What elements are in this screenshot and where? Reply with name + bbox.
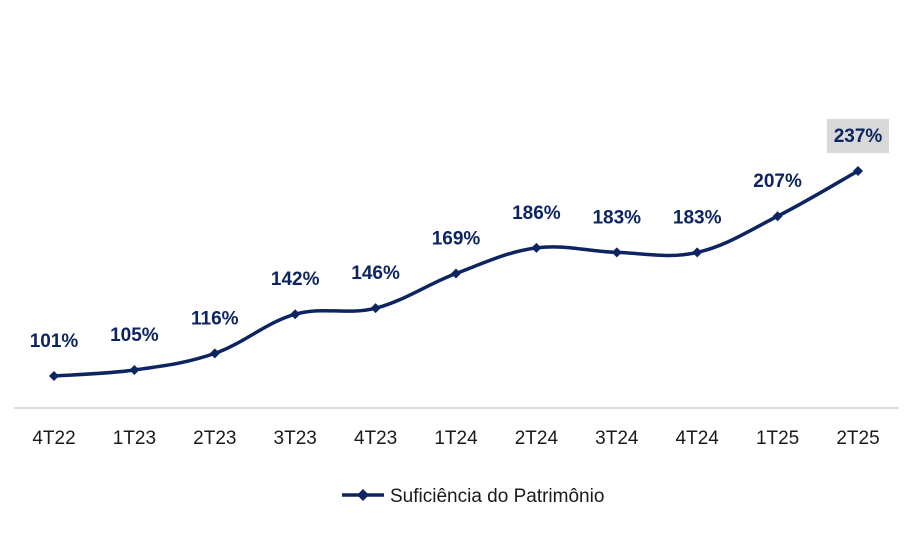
x-tick-label-4T24: 4T24 [676, 428, 720, 449]
data-point-3T24 [611, 247, 622, 258]
x-tick-label-3T24: 3T24 [595, 428, 639, 449]
data-label-3T23: 142% [271, 269, 320, 290]
x-tick-label-2T25: 2T25 [836, 428, 879, 449]
legend-series-name: Suficiência do Patrimônio [390, 486, 604, 507]
data-point-4T23 [370, 303, 381, 314]
data-label-1T25: 207% [753, 171, 802, 192]
x-tick-label-4T22: 4T22 [32, 428, 75, 449]
data-label-3T24: 183% [592, 207, 641, 228]
data-point-3T23 [290, 309, 301, 320]
data-label-2T25: 237% [834, 126, 883, 147]
data-point-4T24 [692, 247, 703, 258]
x-tick-label-2T24: 2T24 [515, 428, 559, 449]
data-label-2T23: 116% [191, 308, 239, 329]
data-label-1T24: 169% [432, 229, 481, 250]
x-tick-label-1T24: 1T24 [434, 428, 478, 449]
x-axis-ticks: 4T22 1T23 2T23 3T23 4T23 1T24 2T24 3T24 4T24 1T25… [32, 428, 879, 449]
data-point-1T23 [129, 364, 140, 375]
legend: Suficiência do Patrimônio [342, 486, 604, 507]
x-tick-label-1T25: 1T25 [756, 428, 799, 449]
data-labels: 101% 105% 116% 142% 146% 169% 186% 183% 183% 207%… [30, 119, 889, 352]
x-tick-label-4T23: 4T23 [354, 428, 397, 449]
data-point-4T22 [49, 371, 59, 381]
highlight-label-background [827, 119, 889, 153]
data-point-2T24 [531, 242, 542, 253]
data-point-2T25 [853, 166, 863, 176]
series-markers [49, 166, 863, 381]
x-tick-label-2T23: 2T23 [193, 428, 236, 449]
data-point-2T23 [209, 348, 220, 359]
data-label-1T23: 105% [110, 325, 159, 346]
x-tick-label-1T23: 1T23 [113, 428, 156, 449]
data-point-1T25 [772, 211, 783, 222]
data-label-2T24: 186% [512, 203, 561, 224]
legend-marker [357, 489, 369, 501]
x-tick-label-3T23: 3T23 [274, 428, 317, 449]
data-label-4T22: 101% [30, 331, 79, 352]
data-label-4T23: 146% [351, 263, 400, 284]
data-point-1T24 [451, 268, 461, 279]
data-label-4T24: 183% [673, 207, 722, 228]
